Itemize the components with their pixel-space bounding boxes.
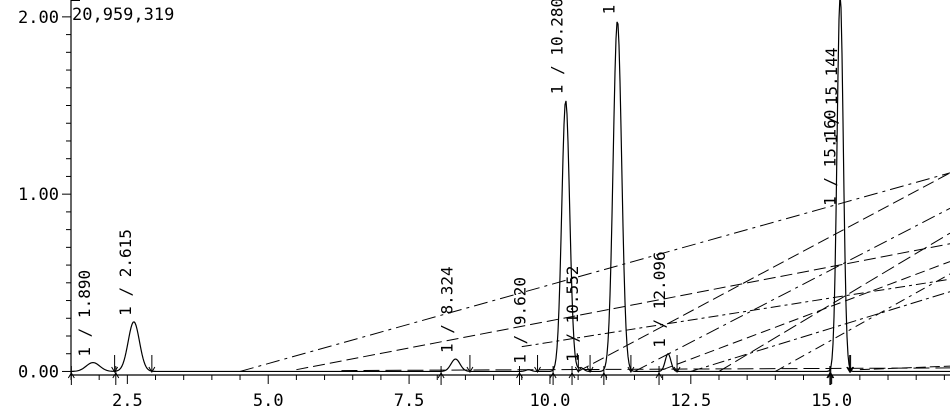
peak-end-arrow: [466, 366, 474, 373]
y-tick-label: 0.00: [18, 362, 59, 382]
peak-start-arrow: [437, 372, 445, 379]
x-tick-label: 5.0: [253, 391, 284, 411]
peak-start-arrow: [67, 372, 75, 379]
peak-label: 1 / 12.096: [650, 251, 669, 347]
peak-end-arrow: [148, 366, 156, 373]
peak-end-arrow: [846, 366, 854, 373]
peak-start-arrow: [112, 372, 120, 379]
baseline-line: [662, 261, 950, 371]
peak-label: 1 / 9.620: [511, 277, 530, 364]
baseline-line: [577, 172, 950, 372]
peak-label: 1 / 11.197: [599, 0, 618, 14]
peak-label: 1 / 15.160: [821, 110, 840, 206]
x-tick-label: 15.0: [811, 391, 852, 411]
axis-ticks: 0.00 1.00 2.00 2.5 5.0 7.5 10.0 12.5 15.0: [18, 8, 945, 411]
baseline-line: [521, 278, 950, 348]
x-tick-label: 7.5: [394, 391, 425, 411]
peak-label: 1 / 8.324: [438, 266, 457, 353]
x-tick-label: 12.5: [670, 391, 711, 411]
peak-start-arrow: [568, 372, 576, 379]
baseline-line: [341, 367, 950, 372]
chromatogram-trace: [70, 0, 950, 373]
y-tick-label: 2.00: [18, 8, 59, 28]
baseline-line: [859, 365, 950, 371]
baseline-line: [634, 207, 950, 372]
peak-end-arrow: [627, 366, 635, 373]
peak-start-arrow: [600, 372, 608, 379]
peak-label: 1 / 2.615: [116, 229, 135, 316]
peak-label: 1 / 1.890: [75, 270, 94, 357]
peak-start-arrow: [549, 372, 557, 379]
peak-end-arrow: [673, 366, 681, 373]
peak-label: 1 / 10.280: [548, 0, 567, 94]
peak-end-arrow: [111, 366, 119, 373]
baseline-line: [775, 273, 950, 372]
baseline-line: [239, 172, 950, 372]
peak-start-arrow: [516, 372, 523, 379]
peak-start-arrow: [827, 372, 835, 379]
peak-markers: [67, 355, 855, 385]
baseline-lines: [239, 172, 950, 372]
x-tick-label: 2.5: [112, 391, 143, 411]
y-tick-label: 1.00: [18, 185, 59, 205]
peak-label: 1 / 10.552: [563, 266, 582, 362]
x-tick-label: 10.0: [529, 391, 570, 411]
header-value: 20,959,319: [72, 5, 174, 25]
baseline-line: [690, 291, 950, 372]
peak-end-arrow: [847, 366, 855, 373]
peak-end-arrow: [574, 366, 582, 373]
peak-start-arrow: [655, 372, 663, 379]
peak-label: 1 / 15.144: [822, 48, 841, 144]
baseline-line: [296, 243, 950, 371]
peak-labels: 1 / 1.890 1 / 2.615 1 / 8.324 1 / 9.620 1 / …: [75, 0, 841, 364]
peak-start-arrow: [826, 372, 834, 379]
